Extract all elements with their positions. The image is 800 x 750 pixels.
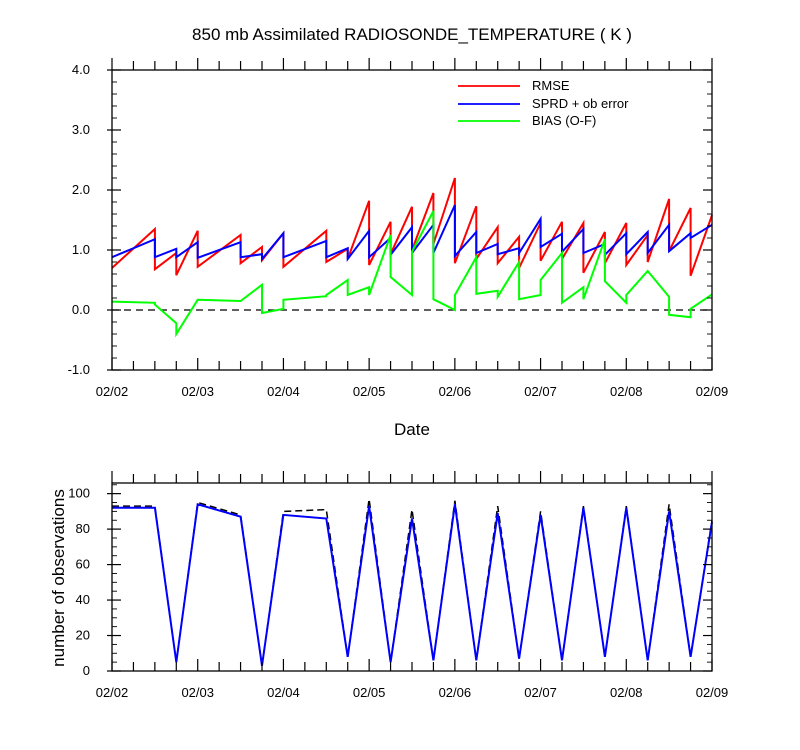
x-tick-label: 02/05	[353, 384, 386, 399]
x-tick-label: 02/09	[696, 685, 729, 700]
x-tick-label: 02/06	[439, 384, 472, 399]
legend-label-bias: BIAS (O-F)	[532, 113, 596, 128]
legend: RMSE SPRD + ob error BIAS (O-F)	[458, 78, 629, 128]
top-axis-ticks: -1.0 0.0 1.0 2.0 3.0 4.0 02/02 02/03 02/04 02/05 0…	[68, 58, 729, 399]
series-line-sprd-ob-error	[111, 204, 713, 262]
x-axis-title: Date	[394, 420, 430, 439]
x-tick-label: 02/08	[610, 685, 643, 700]
y-tick-label: 0	[83, 663, 90, 678]
y-tick-label: 80	[76, 521, 90, 536]
x-tick-label: 02/07	[524, 384, 557, 399]
series-line-assimilated	[112, 503, 713, 666]
series-line-rmse	[111, 177, 713, 277]
x-tick-label: 02/08	[610, 384, 643, 399]
y-tick-label: 3.0	[72, 122, 90, 137]
x-tick-label: 02/02	[96, 384, 129, 399]
y-tick-label: 2.0	[72, 182, 90, 197]
bottom-axis-ticks: 0 20 40 60 80 100 02/02 02/03 02/04 02/05 02/06 02/…	[68, 471, 728, 700]
bottom-panel: 0 20 40 60 80 100 02/02 02/03 02/04 02/05 02/06 02/…	[49, 471, 728, 700]
y-tick-label: 100	[68, 486, 90, 501]
series-line-bias-o-f	[111, 210, 713, 338]
x-tick-label: 02/07	[524, 685, 557, 700]
y-tick-label: -1.0	[68, 362, 90, 377]
top-panel: 850 mb Assimilated RADIOSONDE_TEMPERATUR…	[68, 25, 729, 439]
x-tick-label: 02/05	[353, 685, 386, 700]
x-tick-label: 02/04	[267, 384, 300, 399]
x-tick-label: 02/04	[267, 685, 300, 700]
top-series-group	[111, 177, 713, 338]
y-tick-label: 0.0	[72, 302, 90, 317]
x-tick-label: 02/02	[96, 685, 129, 700]
legend-label-sprd: SPRD + ob error	[532, 96, 629, 111]
x-tick-label: 02/03	[181, 685, 214, 700]
y-tick-label: 1.0	[72, 242, 90, 257]
x-tick-label: 02/06	[439, 685, 472, 700]
y-tick-label: 20	[76, 628, 90, 643]
x-tick-label: 02/03	[181, 384, 214, 399]
y-tick-label: 60	[76, 557, 90, 572]
legend-label-rmse: RMSE	[532, 78, 570, 93]
y-tick-label: 40	[76, 592, 90, 607]
y-axis-title: number of observations	[49, 489, 68, 667]
chart-title: 850 mb Assimilated RADIOSONDE_TEMPERATUR…	[192, 25, 632, 44]
y-tick-label: 4.0	[72, 62, 90, 77]
x-tick-label: 02/09	[696, 384, 729, 399]
bottom-series-group	[112, 498, 713, 666]
